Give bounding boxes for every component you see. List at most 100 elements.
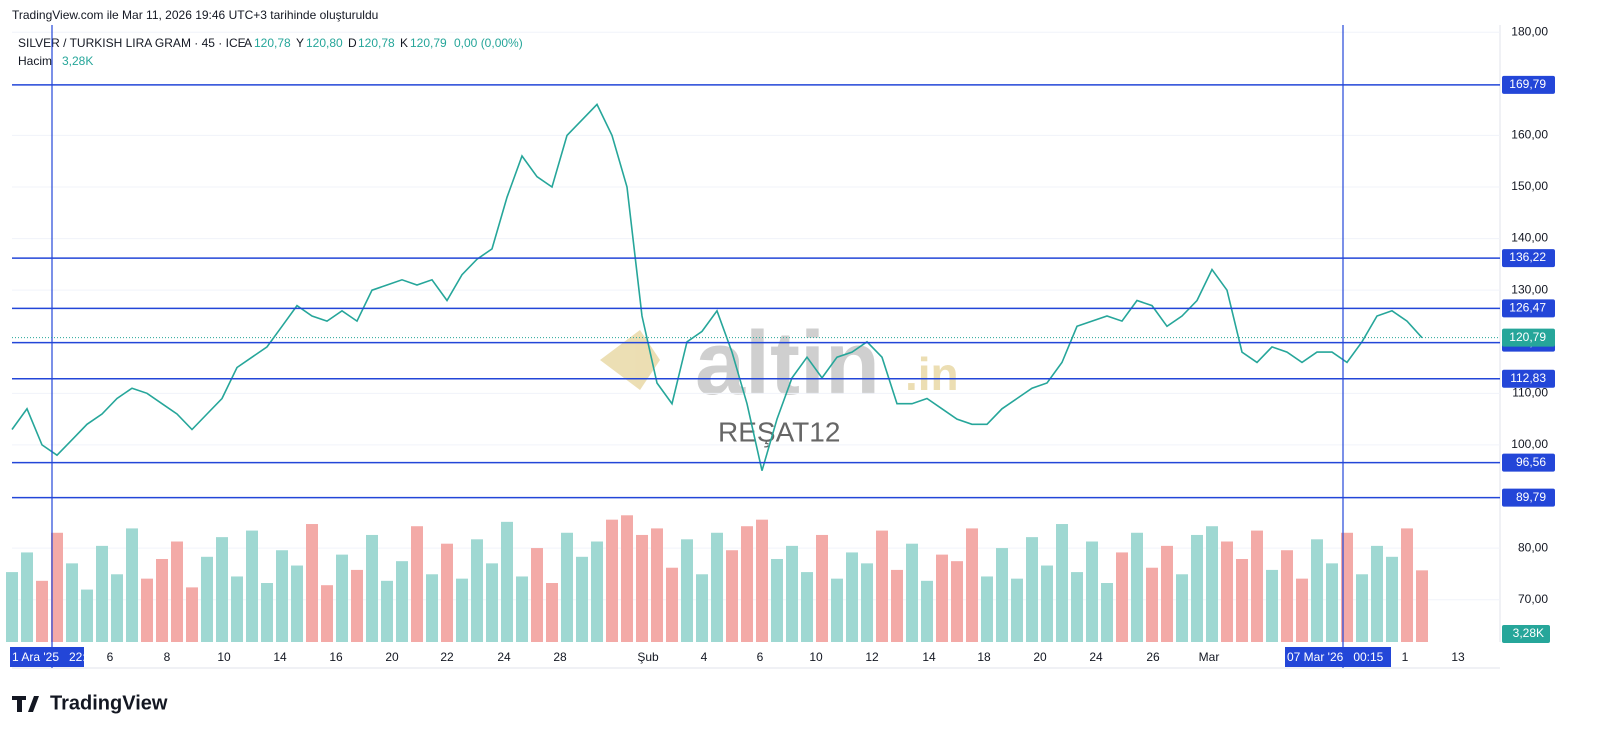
x-tick-label: 24: [497, 650, 511, 664]
last-price-label: 120,79: [1509, 330, 1546, 344]
ohlc-key: D: [348, 36, 357, 50]
volume-bar: [1251, 530, 1263, 642]
level-label-bg: [1502, 299, 1555, 318]
x-tick-label: 14: [922, 650, 936, 664]
volume-bar: [246, 530, 258, 642]
level-label-bg: [1502, 488, 1555, 507]
volume-bar: [951, 561, 963, 642]
symbol: SILVER / TURKISH LIRA GRAM · 45 · ICE: [18, 36, 246, 50]
crosshair-label: 1 Ara '25 22:45: [12, 650, 99, 664]
volume-bar: [1371, 545, 1383, 642]
watermark-user: REŞAT12: [718, 416, 840, 447]
x-tick-label: 13: [1451, 650, 1465, 664]
watermark-brand: altin: [695, 314, 880, 414]
level-label: 126,47: [1509, 301, 1546, 315]
x-tick-label: 26: [1146, 650, 1160, 664]
volume-bar: [1266, 569, 1278, 642]
logo-text: TradingView: [50, 692, 168, 714]
volume-bar: [186, 587, 198, 642]
volume-bar: [921, 580, 933, 642]
volume-bar: [471, 539, 483, 642]
volume-bar: [561, 532, 573, 642]
y-tick-label: 130,00: [1511, 282, 1548, 296]
volume-bar: [81, 589, 93, 642]
volume-bar: [501, 521, 513, 642]
crosshair-label-bg: [1285, 647, 1391, 667]
logo: TradingView: [12, 692, 168, 714]
y-tick-label: 160,00: [1511, 128, 1548, 142]
x-tick-label: 10: [217, 650, 231, 664]
volume-bar: [531, 548, 543, 642]
volume-bar: [1311, 539, 1323, 642]
volume-bar: [1326, 563, 1338, 642]
volume-bar: [621, 515, 633, 642]
logo-icon: [12, 696, 39, 712]
ohlc-key: A: [244, 36, 252, 50]
volume-bar: [21, 552, 33, 642]
volume-bar: [846, 552, 858, 642]
level-label-bg: [1502, 453, 1555, 472]
volume-bar: [981, 576, 993, 642]
volume-bar: [156, 558, 168, 642]
last-price-bg: [1502, 328, 1555, 347]
volume-bar: [1146, 567, 1158, 642]
volume-bar: [366, 534, 378, 642]
level-label-bg: [1502, 369, 1555, 388]
volume-bar: [486, 563, 498, 642]
volume-bar: [771, 558, 783, 642]
watermark: altin .in: [600, 314, 959, 414]
price-line: [11, 103, 1423, 471]
volume-bar: [1071, 572, 1083, 642]
x-tick-label: Şub: [637, 650, 659, 664]
volume-bar: [1386, 556, 1398, 642]
volume-bar: [261, 583, 273, 642]
x-tick-label: 14: [273, 650, 287, 664]
volume-bar: [741, 526, 753, 642]
volume-bar: [726, 550, 738, 642]
x-tick-label: 22: [440, 650, 454, 664]
volume-bar: [1401, 528, 1413, 642]
x-tick-label: Mar: [1199, 650, 1220, 664]
volume-value: 3,28K: [62, 54, 93, 68]
x-tick-label: 24: [1089, 650, 1103, 664]
volume-bar: [966, 528, 978, 642]
crosshair-label-bg: [10, 647, 84, 667]
level-label: 112,83: [1510, 371, 1546, 385]
level-label: 96,56: [1516, 455, 1546, 469]
x-tick-label: 20: [385, 650, 399, 664]
volume-bar: [336, 554, 348, 642]
change: 0,00 (0,00%): [454, 36, 523, 50]
x-tick-label: 10: [809, 650, 823, 664]
volume-bar: [1356, 574, 1368, 642]
volume-bar: [996, 548, 1008, 642]
level-label: 169,79: [1509, 77, 1546, 91]
volume-bar: [306, 524, 318, 642]
volume-bar: [411, 526, 423, 642]
volume-bar: [876, 530, 888, 642]
level-label: 136,22: [1509, 250, 1546, 264]
y-tick-label: 110,00: [1512, 386, 1548, 400]
volume-bar: [816, 534, 828, 642]
ohlc-value: 120,79: [410, 36, 447, 50]
x-tick-label: 16: [329, 650, 343, 664]
volume-bar: [906, 543, 918, 642]
ohlc-key: Y: [296, 36, 304, 50]
volume-bar: [231, 576, 243, 642]
watermark-icon: [600, 330, 660, 390]
header: TradingView.com ile Mar 11, 2026 19:46 U…: [12, 8, 378, 22]
y-tick-label: 150,00: [1511, 179, 1548, 193]
volume-bar: [576, 556, 588, 642]
volume-bar: [516, 576, 528, 642]
volume-bar: [1161, 545, 1173, 642]
y-tick-label: 80,00: [1518, 540, 1548, 554]
volume-bar: [1281, 550, 1293, 642]
ohlc-value: 120,78: [358, 36, 395, 50]
volume-bar: [591, 541, 603, 642]
volume-bar: [756, 519, 768, 642]
volume-bar: [201, 556, 213, 642]
level-label-bg: [1502, 75, 1555, 94]
volume-bar: [66, 563, 78, 642]
x-tick-label: 6: [107, 650, 114, 664]
volume-bar: [51, 532, 63, 642]
volume-bar: [216, 537, 228, 642]
